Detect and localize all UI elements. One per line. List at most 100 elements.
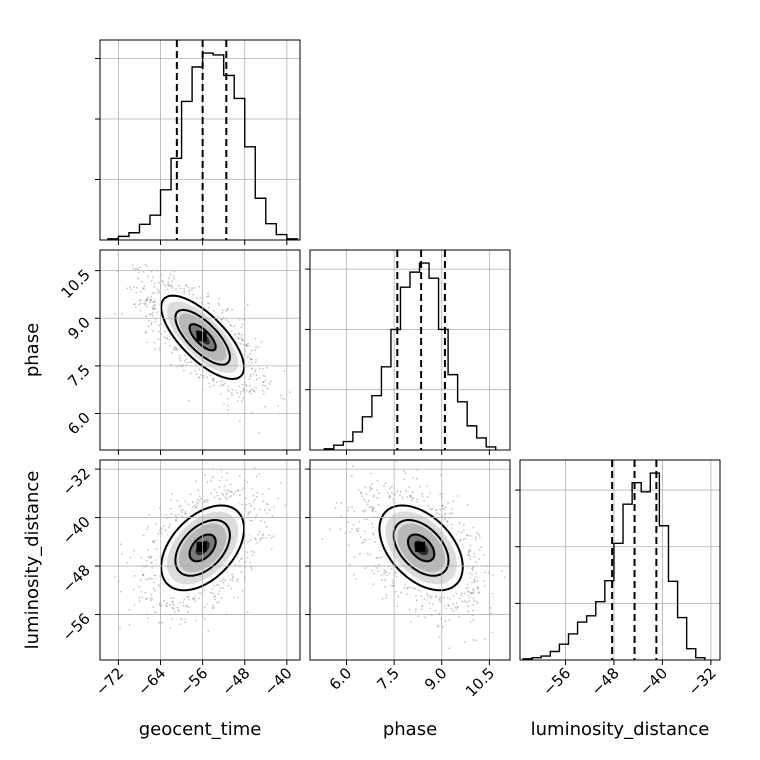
scatter-point [133, 575, 136, 577]
scatter-point [468, 548, 471, 551]
scatter-point [170, 597, 172, 600]
scatter-point [230, 392, 233, 394]
scatter-point [246, 556, 249, 559]
scatter-point [472, 592, 475, 594]
scatter-point [198, 597, 200, 600]
scatter-point [150, 313, 153, 316]
scatter-point [406, 496, 409, 498]
scatter-point [249, 539, 252, 541]
scatter-point [371, 488, 373, 490]
scatter-point [266, 512, 269, 515]
scatter-point [376, 567, 378, 569]
scatter-point [395, 590, 397, 593]
scatter-point [469, 621, 472, 623]
scatter-point [371, 483, 373, 486]
scatter-point [133, 549, 136, 552]
scatter-point [421, 605, 424, 607]
scatter-point [179, 509, 182, 512]
scatter-point [264, 405, 266, 408]
scatter-point [217, 600, 220, 603]
scatter-point [194, 287, 196, 289]
scatter-point [363, 541, 365, 544]
scatter-point [258, 530, 261, 533]
scatter-point [227, 397, 230, 400]
scatter-point [255, 514, 258, 517]
scatter-point [264, 379, 267, 381]
scatter-point [472, 603, 474, 606]
scatter-point [272, 506, 275, 508]
scatter-point [126, 561, 129, 564]
scatter-point [242, 387, 245, 390]
scatter-point [246, 389, 248, 392]
scatter-point [240, 333, 243, 336]
scatter-point [349, 531, 351, 533]
y-tick-label-phase: 9.0 [64, 313, 94, 343]
scatter-point [209, 385, 212, 388]
scatter-point [416, 477, 418, 480]
scatter-point [424, 616, 426, 619]
scatter-point [247, 355, 249, 358]
scatter-point [475, 576, 478, 579]
scatter-point [250, 389, 253, 391]
scatter-point [183, 287, 185, 290]
scatter-point [236, 400, 239, 402]
scatter-point [399, 491, 402, 493]
scatter-point [250, 367, 253, 370]
scatter-point [175, 347, 178, 350]
scatter-point [407, 586, 409, 589]
scatter-point [119, 627, 121, 630]
scatter-point [146, 528, 149, 531]
scatter-point [151, 312, 154, 314]
scatter-point [187, 503, 190, 506]
scatter-point [459, 522, 461, 525]
scatter-panel-geocent-time-vs-phase [95, 249, 301, 455]
scatter-point [172, 603, 175, 606]
scatter-point [252, 389, 255, 392]
scatter-point [468, 600, 470, 602]
scatter-point [283, 398, 286, 400]
scatter-point [255, 359, 258, 361]
scatter-point [432, 603, 435, 606]
scatter-point [222, 384, 225, 387]
scatter-point [176, 606, 179, 609]
scatter-point [197, 489, 200, 492]
scatter-point [391, 498, 394, 501]
scatter-point [138, 596, 141, 599]
scatter-point [212, 384, 215, 387]
scatter-point [185, 358, 188, 360]
scatter-point [253, 551, 256, 554]
scatter-point [404, 583, 406, 586]
scatter-point [414, 608, 417, 611]
scatter-point [475, 538, 477, 541]
scatter-point [206, 295, 209, 298]
scatter-point [241, 489, 244, 491]
x-tick-label-luminosity-distance: −48 [588, 664, 623, 699]
scatter-point [146, 597, 148, 600]
scatter-point [350, 475, 353, 478]
scatter-point [234, 389, 237, 392]
scatter-point [409, 495, 412, 498]
scatter-point [248, 345, 251, 347]
scatter-point [460, 594, 463, 597]
scatter-point [264, 375, 267, 377]
scatter-point [399, 494, 401, 497]
scatter-point [178, 610, 180, 612]
scatter-point [167, 281, 170, 284]
scatter-point [367, 499, 370, 502]
scatter-point [348, 506, 350, 509]
scatter-point [372, 496, 375, 498]
scatter-point [339, 528, 342, 531]
scatter-point [368, 506, 371, 509]
scatter-point [415, 594, 417, 597]
scatter-point [161, 281, 164, 283]
scatter-point [193, 505, 195, 507]
scatter-point [448, 647, 450, 650]
scatter-point [467, 551, 470, 554]
scatter-point [150, 599, 153, 602]
scatter-point [256, 496, 258, 498]
scatter-point [227, 385, 230, 388]
scatter-point [270, 537, 273, 539]
scatter-point [442, 504, 444, 507]
scatter-point [150, 295, 153, 298]
scatter-point [130, 288, 132, 291]
